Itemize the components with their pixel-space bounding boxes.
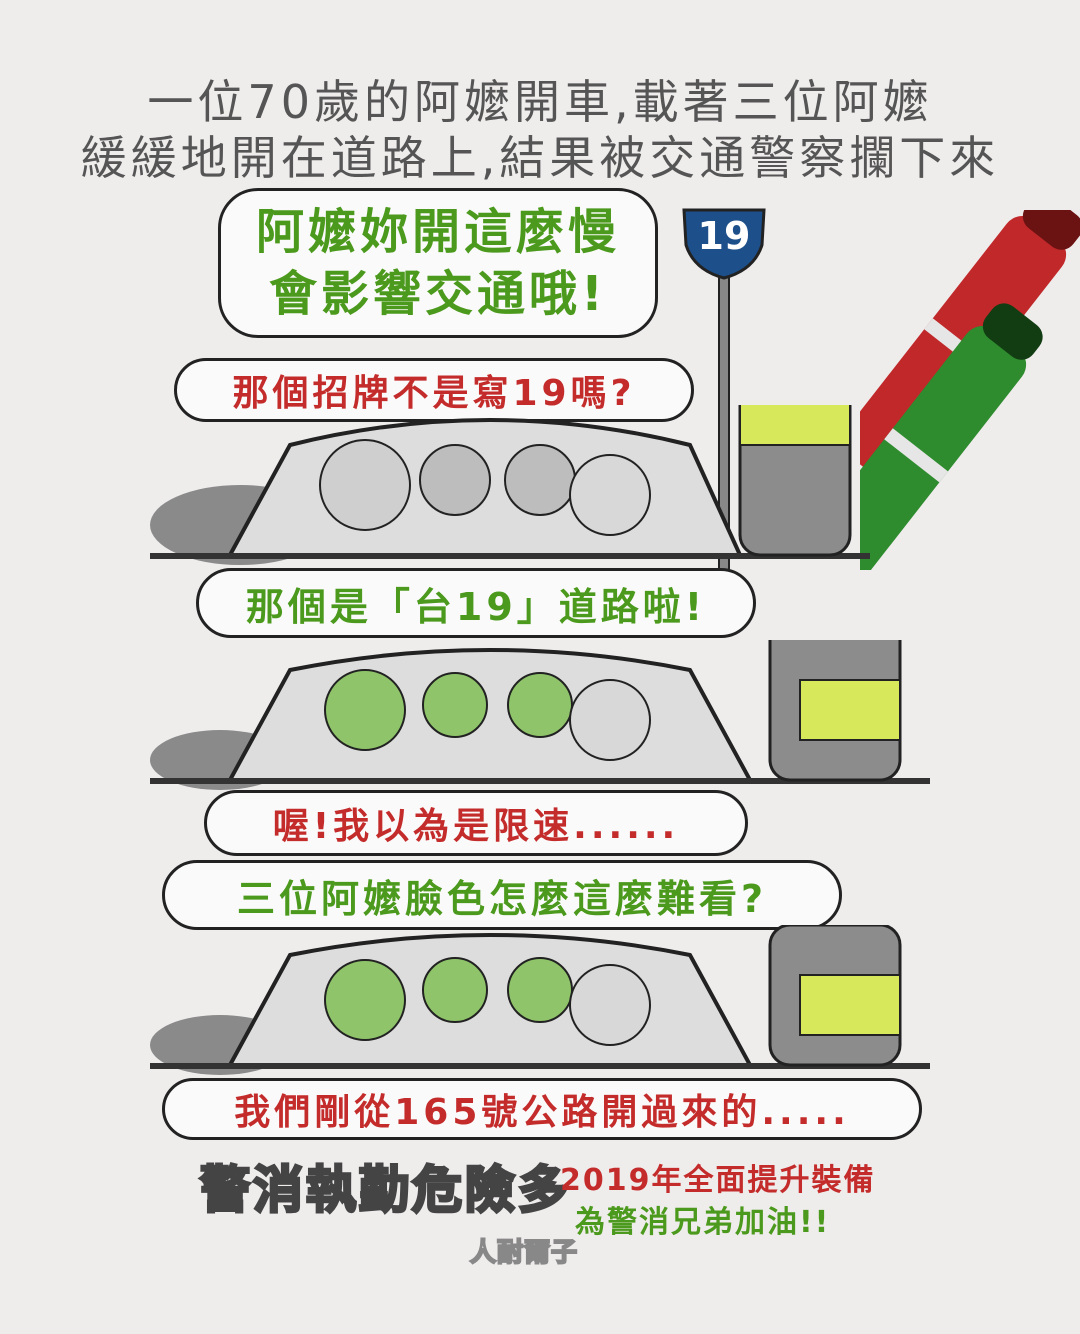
car-panel-3 (150, 925, 930, 1075)
bubble-text: 我們剛從165號公路開過來的..... (234, 1092, 850, 1133)
intro-line-2: 緩緩地開在道路上,結果被交通警察攔下來 (80, 131, 1000, 185)
bubble-text: 三位阿嬤臉色怎麼這麼難看? (236, 876, 768, 921)
road-sign-icon (682, 208, 766, 571)
bubble-text: 那個招牌不是寫19嗎? (232, 373, 636, 414)
car-panel-1 (150, 405, 870, 565)
speech-bubble-grandma-3: 我們剛從165號公路開過來的..... (162, 1078, 922, 1140)
speech-bubble-police-1: 阿嬤妳開這麼慢 會影響交通哦! (218, 188, 658, 338)
footer-note-2: 為警消兄弟加油!! (575, 1205, 831, 1240)
car-panel-2 (150, 640, 930, 790)
road-sign-number: 19 (697, 214, 751, 258)
bubble-text: 阿嬤妳開這麼慢 (255, 204, 620, 260)
footer-slogan: 警消執勤危險多 (199, 1160, 571, 1221)
intro-line-1: 一位70歲的阿嬤開車,載著三位阿嬤 (147, 75, 933, 129)
markers-illustration (860, 210, 1080, 570)
footer-note-1: 2019年全面提升裝備 (560, 1163, 876, 1198)
bubble-text: 會影響交通哦! (269, 266, 607, 322)
speech-bubble-police-3: 三位阿嬤臉色怎麼這麼難看? (162, 860, 842, 930)
bubble-text: 喔!我以為是限速...... (272, 806, 680, 847)
bubble-text: 那個是「台19」道路啦! (245, 584, 707, 629)
speech-bubble-police-2: 那個是「台19」道路啦! (196, 568, 756, 638)
author-watermark: 人耐爾子 (469, 1237, 579, 1269)
speech-bubble-grandma-2: 喔!我以為是限速...... (204, 790, 748, 856)
road-sign: 19 (674, 200, 774, 574)
